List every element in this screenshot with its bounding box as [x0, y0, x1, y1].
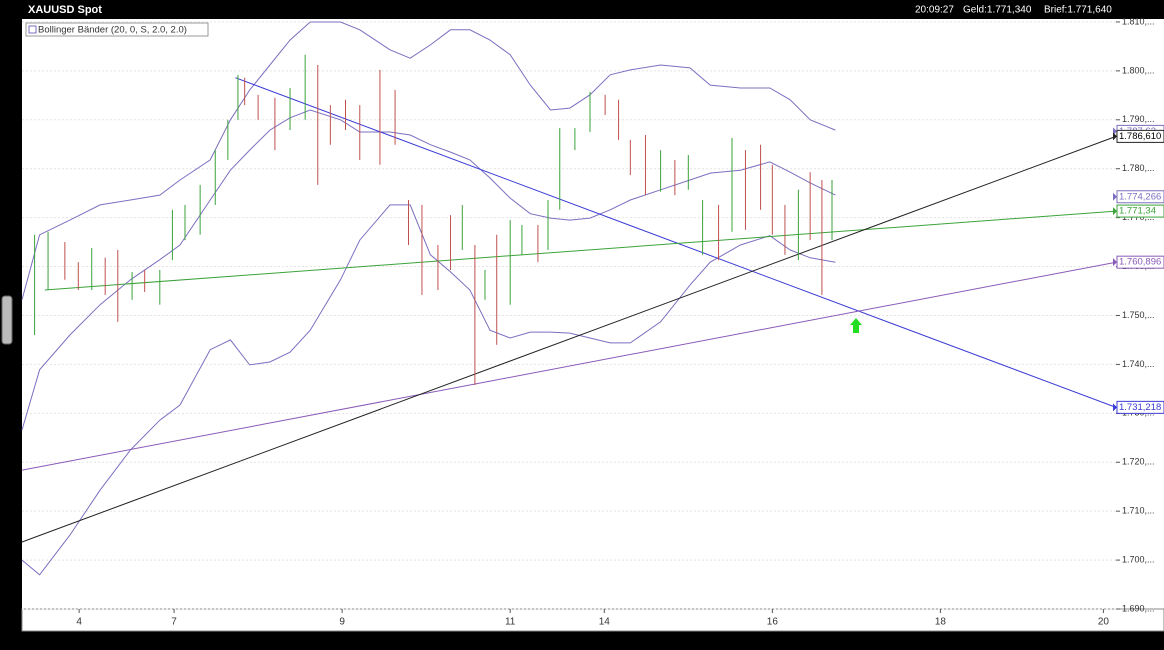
- header-bid: Geld:1.771,340: [963, 5, 1032, 16]
- trendline: [235, 77, 1117, 408]
- price-label: 1.731,218: [1119, 402, 1161, 413]
- y-tick-label: 1.690,...: [1122, 603, 1155, 613]
- x-tick-label: 16: [767, 617, 779, 628]
- x-axis-area: [21, 608, 1164, 632]
- y-axis-area: [1116, 19, 1164, 609]
- bollinger-lower: [21, 204, 836, 576]
- price-label-pointer: [1113, 192, 1117, 201]
- y-tick-label: 1.810,...: [1122, 16, 1155, 26]
- y-tick-label: 1.790,...: [1122, 114, 1155, 124]
- chart-title: XAUUSD Spot: [28, 4, 102, 16]
- x-tick-label: 4: [76, 617, 82, 628]
- y-tick-label: 1.700,...: [1122, 554, 1155, 564]
- price-label-pointer: [1113, 132, 1117, 141]
- price-label: 1.786,610: [1119, 131, 1161, 142]
- indicator-box[interactable]: [25, 22, 209, 37]
- y-tick-label: 1.720,...: [1122, 457, 1155, 467]
- price-label: 1.771,34: [1119, 206, 1156, 217]
- x-tick-label: 14: [599, 617, 611, 628]
- y-tick-label: 1.750,...: [1122, 310, 1155, 320]
- price-label-pointer: [1113, 258, 1117, 267]
- y-tick-label: 1.710,...: [1122, 506, 1155, 516]
- x-tick-label: 20: [1098, 617, 1110, 628]
- x-tick-label: 11: [505, 617, 516, 628]
- y-tick-label: 1.780,...: [1122, 163, 1155, 173]
- plot-area: [22, 19, 1116, 609]
- header-ask: Brief:1.771,640: [1044, 5, 1112, 16]
- trendline: [21, 135, 1117, 543]
- y-tick-label: 1.740,...: [1122, 359, 1155, 369]
- x-tick-label: 18: [935, 617, 947, 628]
- price-label: 1.774,266: [1119, 191, 1161, 202]
- trendline: [21, 261, 1117, 471]
- indicator-swatch: [28, 25, 37, 34]
- price-label: 1.760,896: [1119, 257, 1161, 268]
- x-tick-label: 7: [171, 617, 177, 628]
- indicator-label: Bollinger Bänder (20, 0, S, 2.0, 2.0): [38, 25, 187, 36]
- signal-arrow: [850, 318, 862, 333]
- price-label-pointer: [1113, 403, 1117, 412]
- price-label-pointer: [1113, 207, 1117, 216]
- x-tick-label: 9: [339, 617, 345, 628]
- trendline: [44, 210, 1117, 291]
- bollinger-middle: [21, 109, 836, 431]
- header-time: 20:09:27: [915, 5, 954, 16]
- bollinger-upper: [21, 21, 836, 300]
- panel-handle[interactable]: [1, 295, 13, 345]
- y-tick-label: 1.800,...: [1122, 65, 1155, 75]
